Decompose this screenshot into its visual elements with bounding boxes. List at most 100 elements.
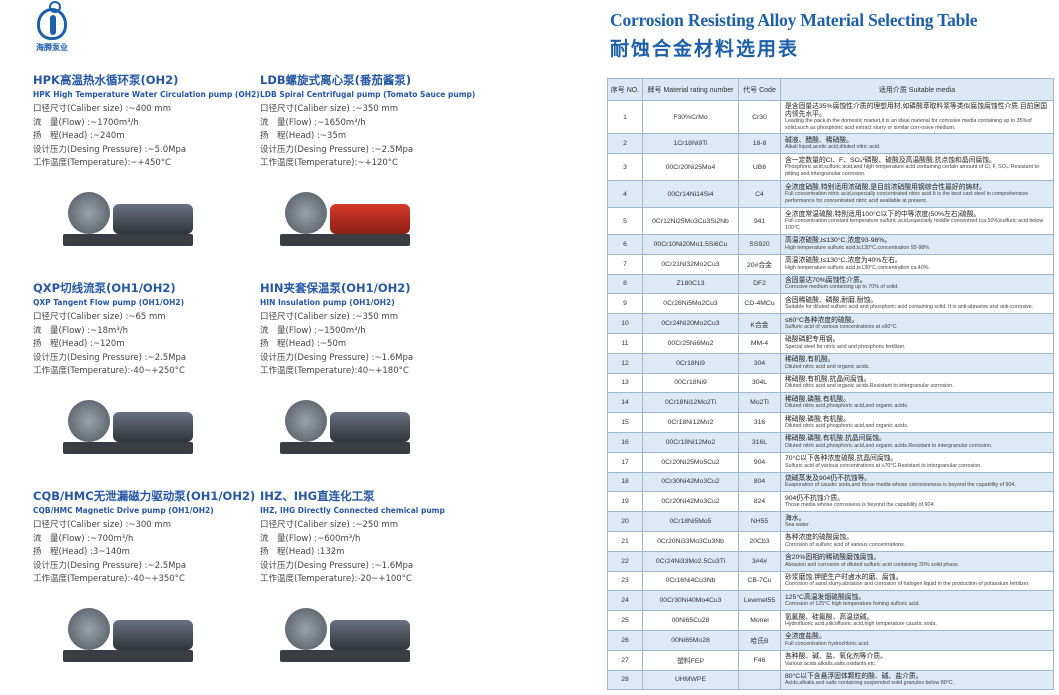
- row-media: 含20%固相的稀硫酸磨蚀腐蚀。 Abrasion and corrosion of…: [780, 550, 1054, 572]
- media-en: Diluted nitric acid,phosphoric acid,and …: [785, 403, 909, 410]
- table-body: 1 F30%CrMo Cr30 是含固量达35%腐蚀性介质的理想用材,如磷酸萃取…: [607, 100, 1054, 691]
- pump-title-cn: CQB/HMC无泄漏磁力驱动泵(OH1/OH2): [33, 489, 256, 503]
- row-no: 20: [607, 511, 643, 532]
- pump-card: IHZ、IHG直连化工泵 IHZ, IHG Directly Connected…: [260, 488, 480, 662]
- pump-specs: 口径尺寸(Caliber size) :~250 mm 流 量(Flow) :~6…: [260, 519, 480, 587]
- row-code: 20Cb3: [738, 530, 781, 552]
- row-media: 全浓度硝酸,特别适用浓硝酸,是目前浓硝酸用钢综合性最好的铸材。 Full conc…: [780, 180, 1054, 208]
- table-header-row: 序号 NO. 牌号 Material rating number 代号 Code…: [607, 78, 1054, 101]
- media-cn: 硝酸磷肥专用钢。: [785, 336, 840, 344]
- row-no: 24: [607, 590, 643, 612]
- media-cn: 稀硝酸,磷酸,有机酸,抗晶间腐蚀。: [785, 435, 886, 443]
- media-en: Abrasion and corrosion of diluted sulfur…: [785, 561, 960, 568]
- row-media: 含固稀硫酸、磷酸,耐磨,耐蚀。 Suitable for diluted sulf…: [780, 293, 1054, 315]
- row-code: Mo2Ti: [738, 392, 781, 414]
- media-en: High temperature sulfuric acid,t≤130°C,c…: [785, 264, 930, 271]
- row-no: 21: [607, 530, 643, 552]
- row-media: ≤60°C各种浓度的硫酸。 Sulfuric acid of various co…: [780, 313, 1054, 334]
- row-code: Monel: [738, 610, 781, 631]
- row-media: 是含固量达35%腐蚀性介质的理想用材,如磷酸萃取料浆等类似腐蚀腐蚀性介质,目前居…: [780, 100, 1054, 134]
- row-material: 00Cr30Ni40Mo4Cu3: [642, 590, 739, 612]
- pump-spec: 工作温度(Temperature):-20~+100°C: [260, 574, 412, 584]
- table-row: 9 0Cr26Ni5Mo2Cu3 CD-4MCu 含固稀硫酸、磷酸,耐磨,耐蚀。…: [607, 293, 1054, 315]
- row-media: 稀硝酸,磷酸,有机酸。 Diluted nitric acid,phosphori…: [780, 392, 1054, 414]
- media-cn: 70°C以下各种浓度硫酸,抗晶间腐蚀。: [785, 455, 898, 463]
- pump-spec: 口径尺寸(Caliber size) :~300 mm: [33, 520, 171, 530]
- media-en: Diluted nitric acid and organic acids.: [785, 363, 870, 370]
- table-title-en: Corrosion Resisting Alloy Material Selec…: [610, 10, 978, 30]
- table-row: 6 00Cr10Ni20Mo1.5Si6Cu SS920 高温浓硫酸,t≤130…: [607, 234, 1054, 255]
- row-code: 304L: [738, 372, 781, 394]
- pump-image: [270, 390, 430, 460]
- media-en: Phosphoric acid,sulfuric acid,and high t…: [785, 164, 1039, 177]
- table-row: 11 00Cr25Ni6Mo2 MM-4 硝酸磷肥专用钢。 Special ste…: [607, 332, 1054, 354]
- material-table: 序号 NO. 牌号 Material rating number 代号 Code…: [607, 78, 1054, 691]
- pump-image: [53, 182, 213, 252]
- row-media: 各种浓度的硫酸腐蚀。 Corrosion of sulfuric acid of …: [780, 530, 1054, 552]
- table-row: 4 00Cr14Ni14Si4 C4 全浓度硝酸,特别适用浓硝酸,是目前浓硝酸用…: [607, 180, 1054, 208]
- row-media: 砂浆磨蚀,钾肥生产时卤水的磨、腐蚀。 Corrosion of sand slur…: [780, 570, 1054, 592]
- row-code: Cr30: [738, 100, 781, 134]
- row-media: 烧碱蒸发及904仍不抗蚀等。 Evaporation of caustic sod…: [780, 471, 1054, 493]
- row-material: UHMWPE: [642, 669, 739, 691]
- table-row: 22 0Cr24Ni33Mo2.5Cu3Ti 3#4# 含20%固相的稀硫酸磨蚀…: [607, 550, 1054, 572]
- row-no: 8: [607, 273, 643, 295]
- row-code: 18-8: [738, 133, 781, 154]
- table-row: 10 0Cr24Ni20Mo2Cu3 K合金 ≤60°C各种浓度的硫酸。 Sulf…: [607, 313, 1054, 334]
- pump-title-en: IHZ, IHG Directly Connected chemical pum…: [260, 506, 445, 515]
- row-material: 0Cr24Ni20Mo2Cu3: [642, 313, 739, 334]
- row-media: 高温浓硫酸,t≤130°C,浓度93-98%。 High temperature …: [780, 234, 1054, 255]
- media-en: Diluted nitric acid and organic acids.Re…: [785, 383, 954, 390]
- row-no: 26: [607, 629, 643, 651]
- row-no: 17: [607, 451, 643, 473]
- media-cn: 高温浓硫酸,t≤130°C,浓度为40%左右。: [785, 257, 902, 265]
- row-media: 氢氟酸、硅氟酸、高温烧碱。 Hydrofluoric acid,silicoflu…: [780, 610, 1054, 631]
- media-en: Special steel for nitric acid and phosph…: [785, 343, 906, 350]
- row-no: 2: [607, 133, 643, 154]
- row-no: 23: [607, 570, 643, 592]
- row-code: C4: [738, 180, 781, 208]
- media-en: Various acids,alkalis,salts,oxidants,etc…: [785, 660, 877, 667]
- row-material: 00Cr20Ni25Mo4: [642, 153, 739, 181]
- pump-title-en: HIN Insulation pump (OH1/OH2): [260, 298, 395, 307]
- row-material: 00Ni65Mo28: [642, 629, 739, 651]
- row-no: 14: [607, 392, 643, 414]
- pump-title-en: LDB Spiral Centrifugal pump (Tomato Sauc…: [260, 90, 476, 99]
- table-row: 14 0Cr18Ni12Mo2Ti Mo2Ti 稀硝酸,磷酸,有机酸。 Dilut…: [607, 392, 1054, 414]
- table-row: 5 0Cr12Ni25Mo3Cu3Si2Nb 941 全浓度常温硫酸,特别适用1…: [607, 207, 1054, 235]
- media-cn: 氢氟酸、硅氟酸、高温烧碱。: [785, 613, 874, 621]
- row-media: 硝酸磷肥专用钢。 Special steel for nitric acid an…: [780, 332, 1054, 354]
- media-en: Hydrofluoric acid,silicofluoric acid,hig…: [785, 621, 937, 628]
- row-media: 70°C以下各种浓度硫酸,抗晶间腐蚀。 Sulfuric acid of vari…: [780, 451, 1054, 473]
- row-code: F46: [738, 649, 781, 671]
- table-row: 7 0Cr21Ni32Mo2Cu3 20#合金 高温浓硫酸,t≤130°C,浓度…: [607, 253, 1054, 275]
- table-row: 2 1Cr18Ni9Ti 18-8 碱液、醋酸、稀硝酸。 Alkali liqui…: [607, 133, 1054, 154]
- table-row: 16 00Cr18Ni12Mo2 316L 稀硝酸,磷酸,有机酸,抗晶间腐蚀。 D…: [607, 431, 1054, 453]
- pump-spec: 设计压力(Desing Pressure) :~2.5Mpa: [33, 352, 187, 363]
- media-en: High temperature sulfuric acid,t≤130°C,c…: [785, 244, 931, 251]
- pump-spec: 工作温度(Temperature):-40~+350°C: [33, 574, 185, 584]
- media-en: Full concentration nitric acid,especiall…: [785, 191, 1029, 204]
- media-cn: 砂浆磨蚀,钾肥生产时卤水的磨、腐蚀。: [785, 573, 903, 581]
- pump-spec: 扬 程(Head) :~120m: [33, 339, 125, 349]
- row-code: MM-4: [738, 332, 781, 354]
- row-code: DF2: [738, 273, 781, 295]
- row-code: CD-4MCu: [738, 293, 781, 315]
- pump-spec: 扬 程(Head) :~35m: [260, 131, 347, 141]
- row-no: 15: [607, 412, 643, 433]
- media-en: Diluted nitric acid,phosphoric acid,and …: [785, 423, 909, 430]
- row-no: 5: [607, 207, 643, 235]
- row-material: 00Cr10Ni20Mo1.5Si6Cu: [642, 234, 739, 255]
- row-no: 10: [607, 313, 643, 334]
- pump-spec: 口径尺寸(Caliber size) :~350 mm: [260, 312, 398, 322]
- row-code: 804: [738, 471, 781, 493]
- media-cn: 含固量达70%腐蚀性介质。: [785, 276, 867, 284]
- row-material: 0Cr20Ni25Mo5Cu2: [642, 451, 739, 473]
- row-media: 高温浓硫酸,t≤130°C,浓度为40%左右。 High temperature …: [780, 253, 1054, 275]
- media-en: Corrosion of 125°C high temperature fumi…: [785, 601, 920, 608]
- row-no: 6: [607, 234, 643, 255]
- pump-card: HIN夹套保温泵(OH1/OH2) HIN Insulation pump (O…: [260, 280, 480, 454]
- row-no: 22: [607, 550, 643, 572]
- media-cn: 含固稀硫酸、磷酸,耐磨,耐蚀。: [785, 296, 878, 304]
- row-no: 12: [607, 352, 643, 374]
